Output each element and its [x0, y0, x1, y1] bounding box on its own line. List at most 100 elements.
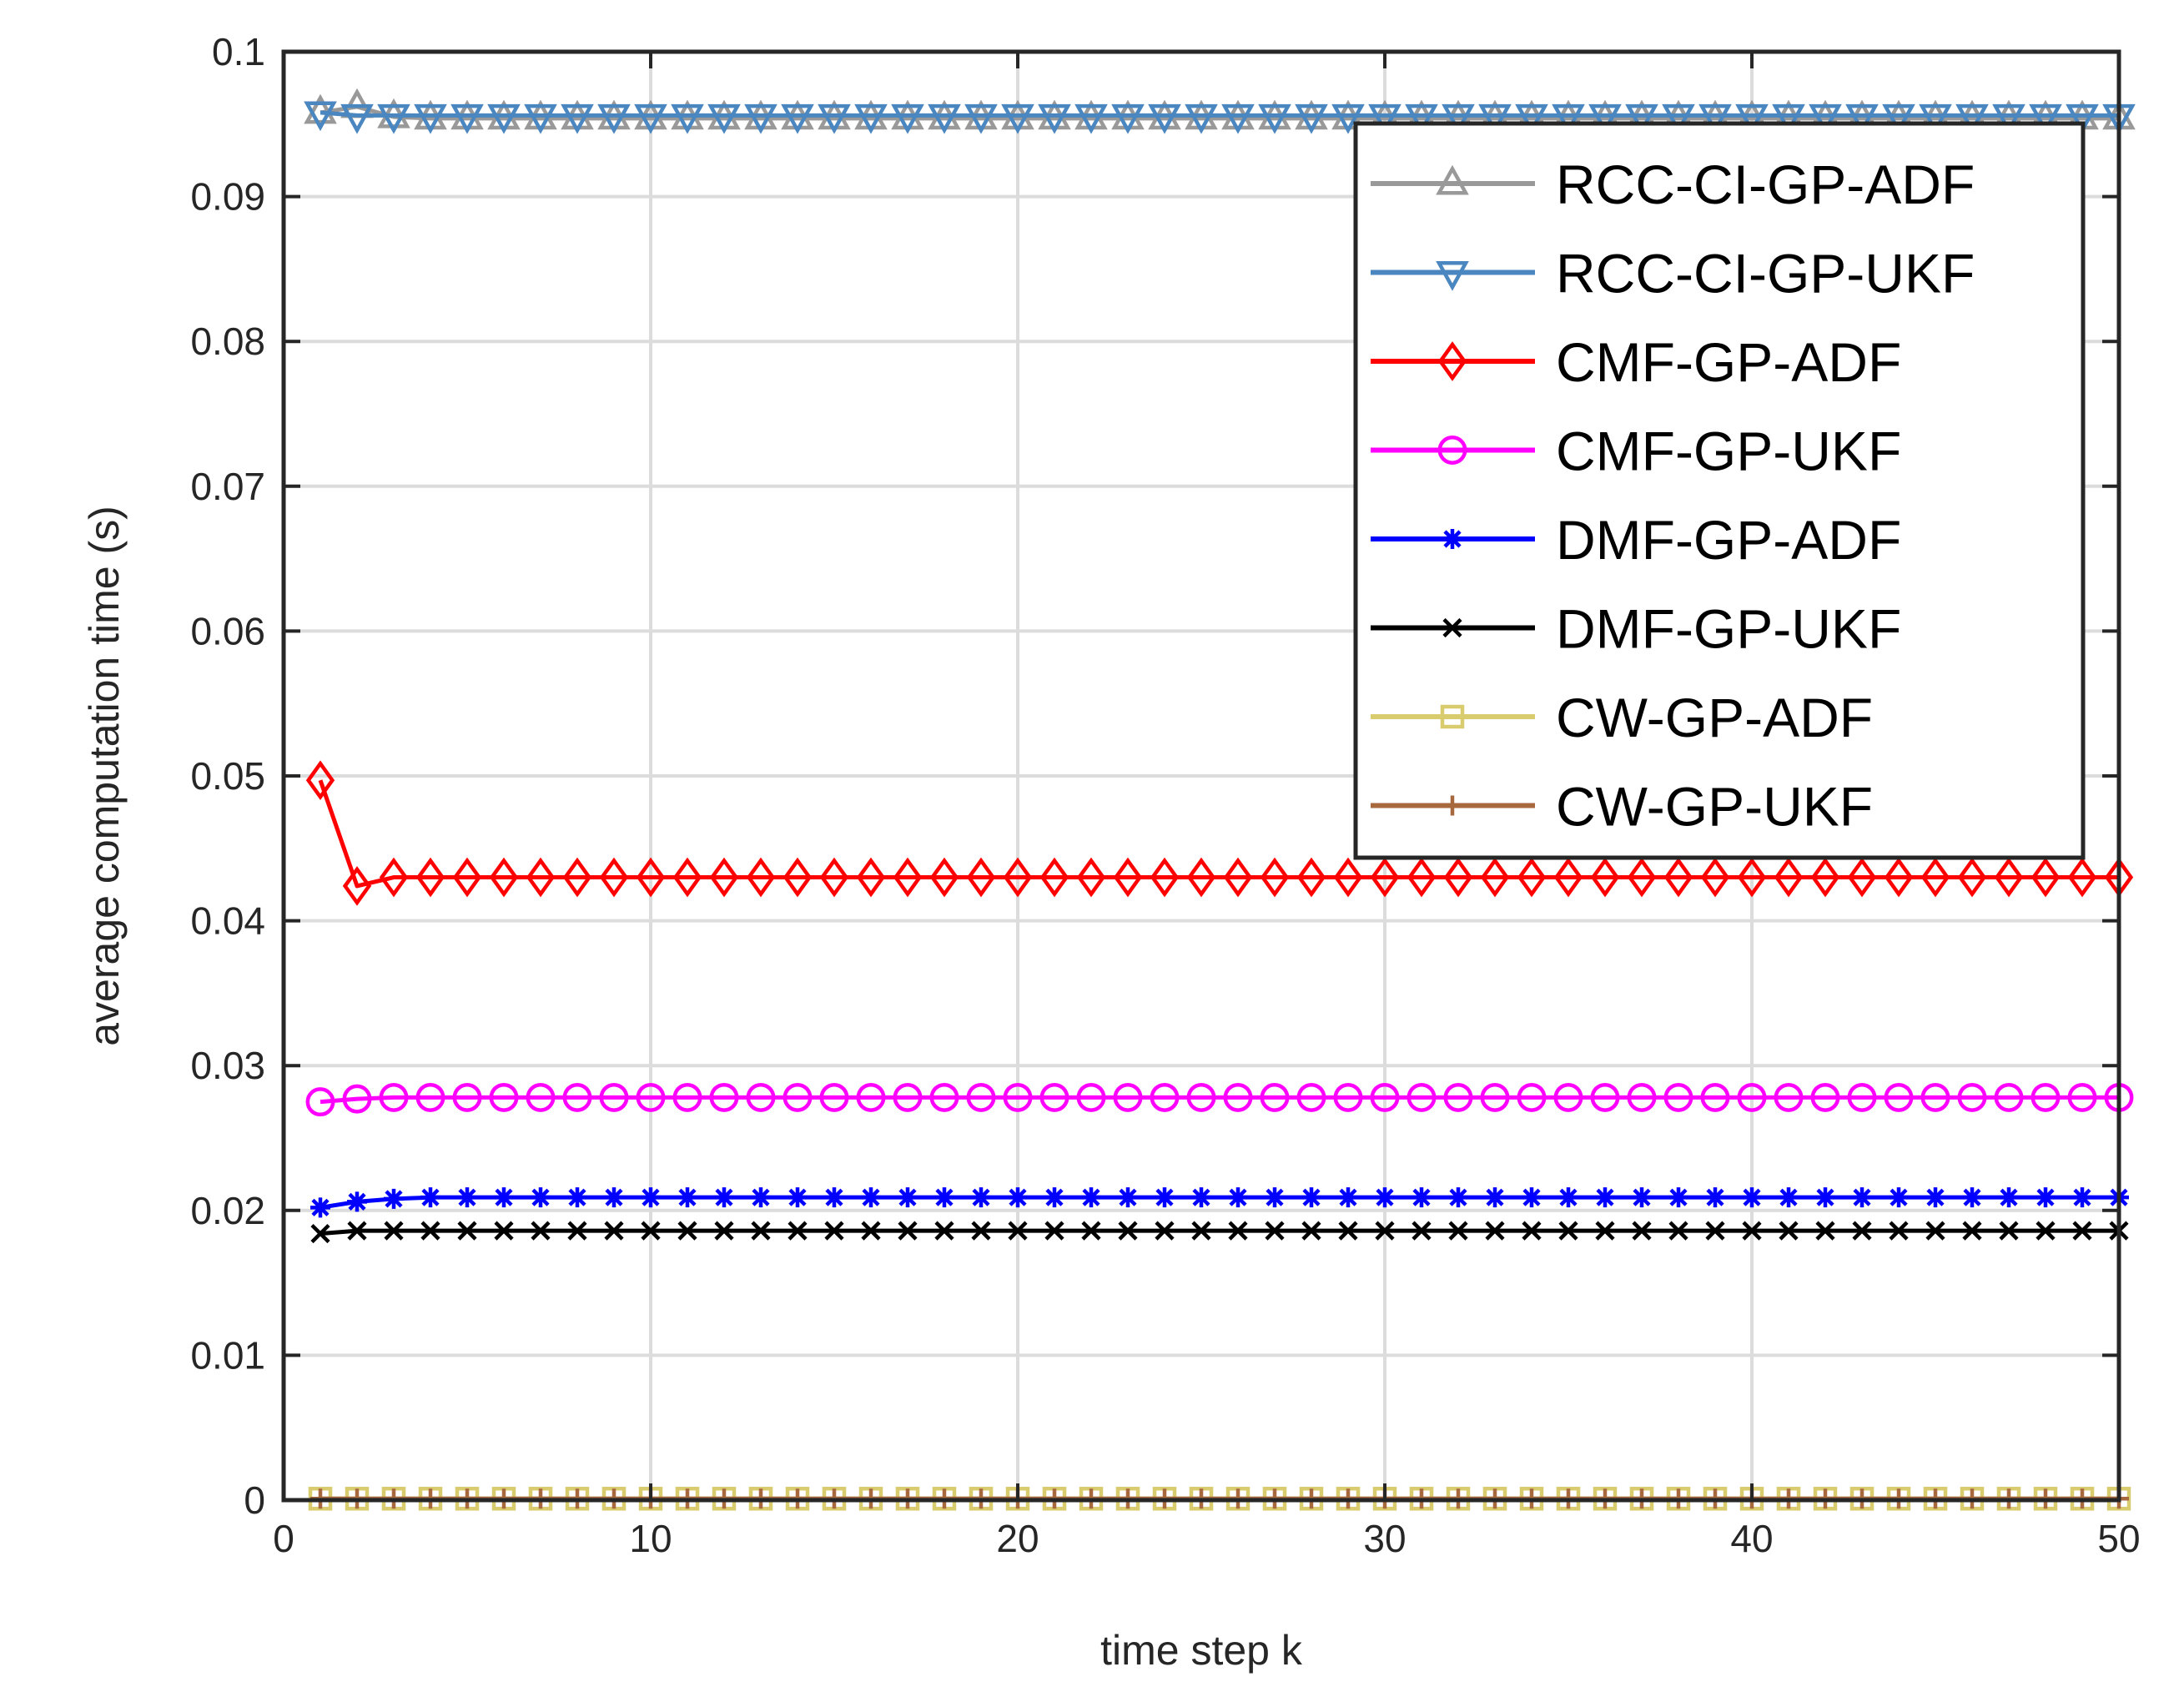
- data-point: [1338, 1187, 1358, 1208]
- data-point: [347, 1191, 367, 1212]
- data-point: [1588, 103, 1622, 134]
- data-point: [929, 857, 959, 898]
- data-point: [384, 1188, 404, 1209]
- data-point: [1882, 103, 1915, 134]
- data-point: [1333, 857, 1363, 898]
- data-point: [1852, 1187, 1872, 1208]
- x-tick-label: 20: [996, 1517, 1039, 1560]
- data-point: [1627, 1082, 1657, 1112]
- data-point: [1008, 1221, 1028, 1241]
- data-point: [1847, 1082, 1877, 1112]
- data-point: [561, 103, 594, 134]
- data-point: [1008, 1187, 1028, 1208]
- data-point: [1705, 1221, 1725, 1241]
- legend-label: CW-GP-ADF: [1556, 687, 1873, 748]
- legend-item: CW-GP-ADF: [1371, 687, 1873, 748]
- data-point: [1150, 1082, 1180, 1112]
- data-point: [452, 1082, 482, 1112]
- data-point: [415, 857, 445, 898]
- data-point: [1081, 1187, 1101, 1208]
- y-tick-label: 0.03: [190, 1044, 265, 1087]
- data-point: [347, 1221, 367, 1241]
- data-point: [562, 857, 592, 898]
- data-point: [1223, 1082, 1253, 1112]
- data-point: [1258, 103, 1291, 134]
- legend-label: CW-GP-UKF: [1556, 776, 1873, 838]
- data-point: [1039, 1082, 1069, 1112]
- data-point: [1889, 1221, 1909, 1241]
- y-tick-label: 0.09: [190, 175, 265, 219]
- data-point: [310, 1223, 330, 1244]
- data-point: [1260, 1082, 1290, 1112]
- data-point: [1228, 1187, 1248, 1208]
- data-point: [1003, 1082, 1033, 1112]
- data-point: [2072, 1221, 2092, 1241]
- data-point: [966, 857, 996, 898]
- data-point: [1375, 1187, 1395, 1208]
- data-point: [672, 1082, 702, 1112]
- legend-swatch-marker: [1436, 261, 1469, 291]
- data-point: [1553, 857, 1583, 898]
- series-line: [320, 1228, 2119, 1236]
- legend-label: DMF-GP-ADF: [1556, 509, 1901, 571]
- data-point: [1081, 1221, 1101, 1241]
- data-point: [562, 1082, 592, 1112]
- data-point: [1700, 857, 1730, 898]
- data-point: [526, 857, 556, 898]
- data-point: [1412, 1187, 1432, 1208]
- y-tick-label: 0.04: [190, 899, 265, 943]
- data-point: [1443, 1082, 1473, 1112]
- y-tick-label: 0.07: [190, 465, 265, 508]
- data-point: [2029, 103, 2062, 134]
- data-point: [709, 1082, 739, 1112]
- data-point: [898, 1221, 918, 1241]
- data-point: [1663, 857, 1693, 898]
- y-axis-label: average computation time (s): [81, 506, 128, 1046]
- series-dmf-gp-ukf: [310, 1221, 2129, 1244]
- data-point: [856, 1082, 886, 1112]
- data-point: [1668, 1187, 1688, 1208]
- legend-swatch-marker: [1442, 529, 1462, 549]
- data-point: [304, 101, 337, 132]
- data-point: [1663, 1082, 1693, 1112]
- data-point: [1228, 1221, 1248, 1241]
- x-tick-label: 0: [273, 1517, 294, 1560]
- data-point: [1443, 857, 1473, 898]
- data-point: [893, 857, 923, 898]
- data-point: [1301, 1221, 1321, 1241]
- data-point: [971, 1187, 991, 1208]
- data-point: [898, 1187, 918, 1208]
- data-point: [751, 1187, 771, 1208]
- data-point: [1448, 1187, 1468, 1208]
- data-point: [891, 103, 924, 134]
- data-point: [1295, 103, 1328, 134]
- data-point: [1992, 103, 2025, 134]
- data-point: [781, 103, 814, 134]
- data-point: [1260, 857, 1290, 898]
- data-point: [531, 1221, 551, 1241]
- data-point: [415, 1082, 445, 1112]
- data-point: [819, 857, 849, 898]
- data-point: [1148, 103, 1181, 134]
- data-point: [1333, 1082, 1363, 1112]
- data-point: [746, 857, 776, 898]
- data-point: [1485, 1221, 1505, 1241]
- data-point: [1698, 103, 1732, 134]
- legend-item: DMF-GP-ADF: [1371, 509, 1901, 571]
- data-point: [1810, 857, 1840, 898]
- data-point: [604, 1187, 624, 1208]
- data-point: [420, 1187, 440, 1208]
- data-point: [1632, 1221, 1652, 1241]
- data-point: [1113, 1082, 1143, 1112]
- x-axis-label: time step k: [1100, 1627, 1303, 1674]
- data-point: [1962, 1221, 1982, 1241]
- data-point: [494, 1187, 514, 1208]
- data-point: [1191, 1187, 1211, 1208]
- data-point: [340, 103, 374, 134]
- data-point: [2031, 857, 2061, 898]
- y-tick-labels: 0 0.01 0.02 0.03 0.04 0.05 0.06 0.07 0.08 0.09 0.1: [190, 30, 265, 1522]
- data-point: [934, 1187, 954, 1208]
- data-point: [929, 1082, 959, 1112]
- legend-label: RCC-CI-GP-ADF: [1556, 154, 1975, 215]
